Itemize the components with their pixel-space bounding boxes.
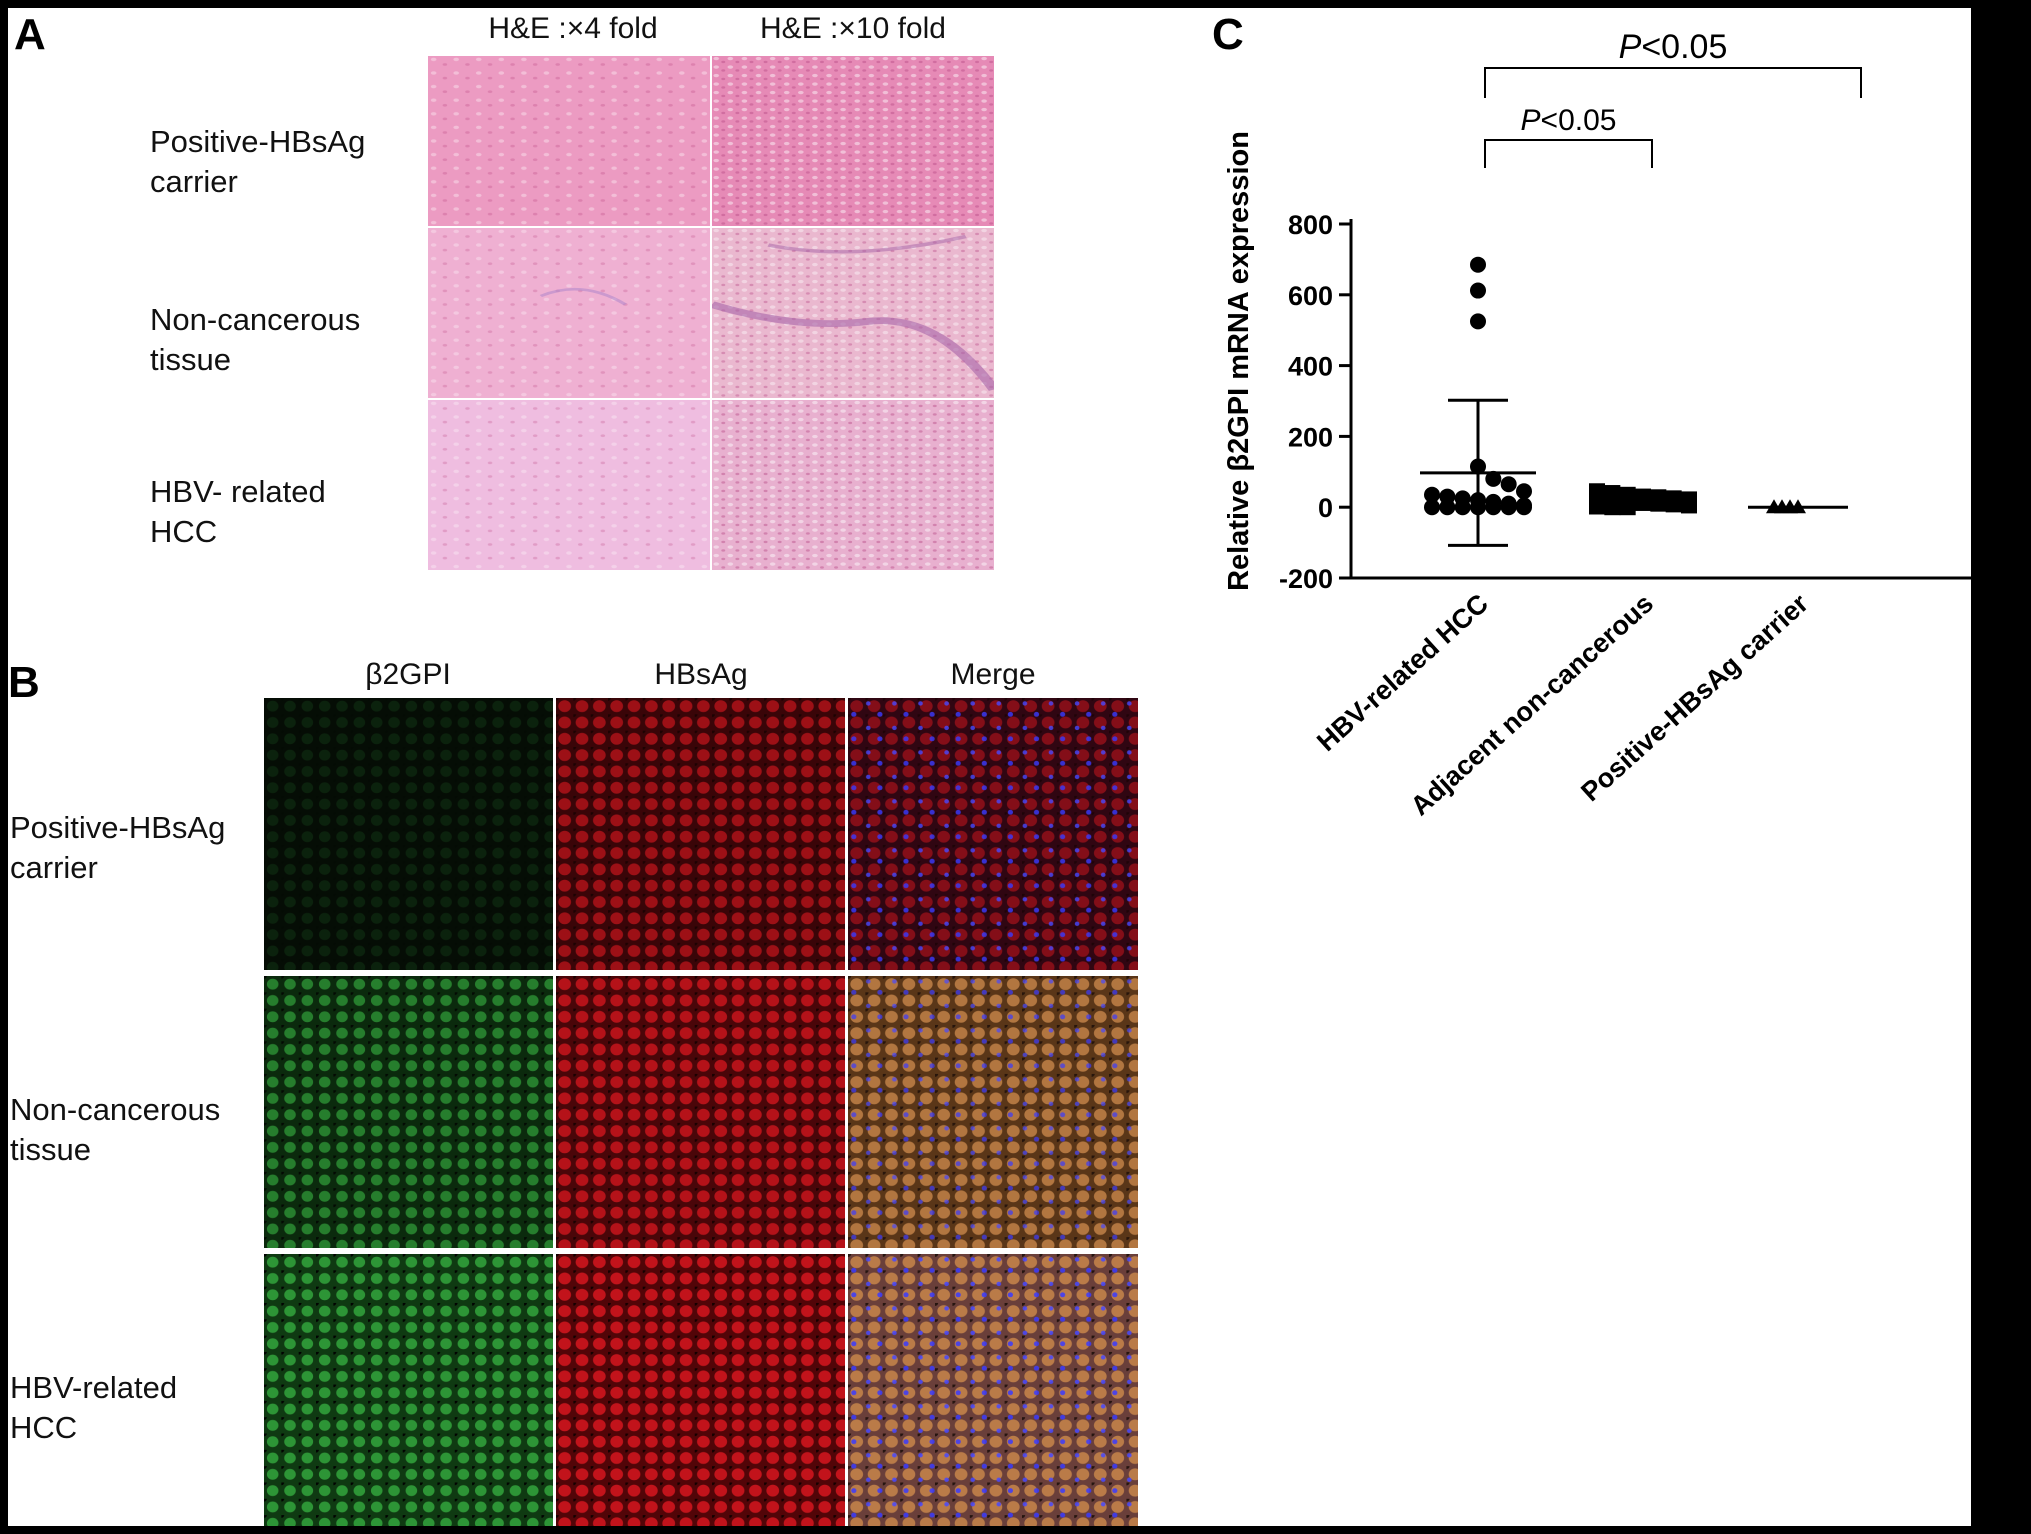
data-point	[1485, 470, 1502, 487]
data-point	[1619, 499, 1636, 516]
he-10x-hcc-image	[712, 400, 994, 570]
data-point	[1500, 476, 1517, 493]
data-point	[1470, 282, 1486, 299]
panel-c-letter: C	[1212, 10, 1244, 59]
data-point	[1424, 486, 1440, 503]
data-point	[1485, 499, 1502, 516]
data-point	[1454, 499, 1471, 516]
he-10x-carrier-image	[712, 56, 994, 226]
panel-a-row-label-noncancerous: Non-cancerous tissue	[150, 302, 361, 377]
panel-b-col-header-hbsag: HBsAg	[654, 658, 748, 691]
y-tick-label: 200	[1288, 422, 1333, 452]
panel-b-row-label-noncancerous: Non-cancerous tissue	[10, 1092, 221, 1167]
y-tick-label: -200	[1279, 564, 1333, 594]
data-point	[1516, 483, 1532, 500]
data-point	[1500, 499, 1517, 516]
data-point	[1424, 499, 1440, 516]
if-merge-noncancerous-image	[848, 976, 1138, 1248]
panel-a-col-header-10x: H&E :×10 fold	[760, 12, 946, 45]
figure-page: A H&E :×4 fold H&E :×10 fold Positive-HB…	[8, 8, 1971, 1526]
significance-bracket	[1484, 139, 1653, 168]
significance-bracket	[1484, 67, 1862, 98]
he-4x-carrier-image	[428, 56, 710, 226]
data-point	[1604, 499, 1621, 516]
panel-b-row-label-hcc: HBV-related HCC	[10, 1370, 178, 1445]
data-point	[1650, 495, 1667, 512]
y-tick-label: 400	[1288, 352, 1333, 382]
panel-b-col-header-b2gpi: β2GPI	[365, 658, 451, 691]
panel-a-row-label-carrier: Positive-HBsAg carrier	[150, 124, 366, 199]
data-point	[1470, 313, 1486, 330]
if-merge-hcc-image	[848, 1254, 1138, 1526]
significance-label: P<0.05	[1521, 104, 1617, 137]
if-b2gpi-carrier-image	[264, 698, 553, 970]
panel-a-letter: A	[14, 10, 46, 59]
data-point	[1470, 256, 1486, 273]
mrna-expression-chart: -200 0 200 400 600 800 Relative β2GPI mRNA exp…	[1188, 8, 1971, 908]
he-10x-noncancerous-image	[712, 228, 994, 398]
if-hbsag-hcc-image	[556, 1254, 845, 1526]
data-point	[1589, 498, 1605, 515]
he-4x-noncancerous-image	[428, 228, 710, 398]
if-hbsag-carrier-image	[556, 698, 845, 970]
panel-a-row-label-hcc: HBV- related HCC	[150, 474, 326, 549]
y-tick-label: 800	[1288, 210, 1333, 240]
panel-b-letter: B	[8, 658, 40, 707]
if-merge-carrier-image	[848, 698, 1138, 970]
if-b2gpi-hcc-image	[264, 1254, 553, 1526]
panel-a-col-header-4x: H&E :×4 fold	[488, 12, 658, 45]
significance-label: P<0.05	[1619, 28, 1728, 66]
panel-b-row-label-carrier: Positive-HBsAg carrier	[10, 810, 226, 885]
if-hbsag-noncancerous-image	[556, 976, 845, 1248]
data-point	[1439, 499, 1456, 516]
y-tick-label: 0	[1318, 493, 1333, 523]
y-tick-label: 600	[1288, 281, 1333, 311]
if-b2gpi-noncancerous-image	[264, 976, 553, 1248]
x-category-label: HBV-related HCC	[1311, 588, 1494, 757]
data-point	[1516, 499, 1532, 516]
panel-b-col-header-merge: Merge	[950, 658, 1036, 691]
y-axis-label: Relative β2GPI mRNA expression	[1223, 131, 1255, 591]
he-4x-hcc-image	[428, 400, 710, 570]
